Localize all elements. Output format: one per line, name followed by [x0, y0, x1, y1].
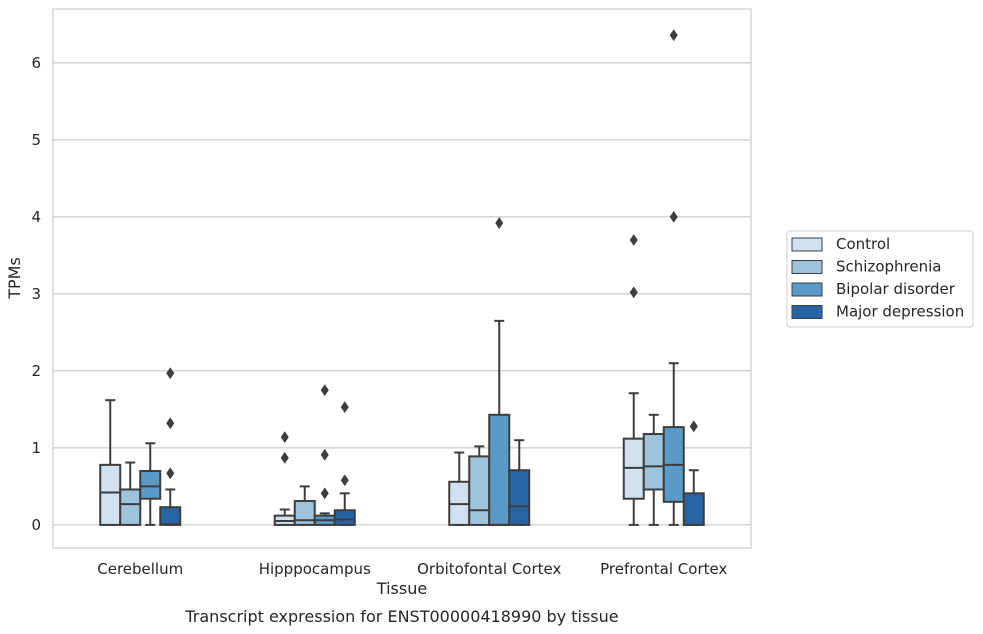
outlier-point	[669, 29, 678, 42]
box-group	[119, 461, 142, 526]
box-iqr	[508, 469, 531, 526]
y-tick-labels: 0 1 2 3 4 5 6	[31, 54, 41, 534]
box-group	[682, 420, 705, 526]
box-group	[159, 367, 182, 526]
x-tick-label: Orbitofontal Cortex	[417, 560, 561, 578]
y-tick-label: 6	[31, 54, 41, 72]
legend-frame	[786, 230, 974, 328]
outlier-point	[689, 420, 698, 433]
box-iqr	[293, 500, 316, 526]
box-group	[333, 401, 356, 526]
y-axis-title: TPMs	[5, 257, 24, 300]
legend-swatch	[791, 305, 823, 319]
outlier-point	[629, 234, 638, 246]
box-group	[642, 413, 665, 526]
outlier-point	[320, 448, 329, 461]
box-group	[99, 399, 122, 526]
outlier-point	[166, 367, 175, 380]
outlier-point	[320, 384, 329, 397]
y-tick-label: 5	[31, 131, 41, 149]
box-iqr	[642, 433, 665, 491]
box-group	[508, 439, 531, 526]
outlier-point	[340, 401, 349, 413]
outlier-point	[495, 217, 504, 229]
x-tick-label: Cerebellum	[97, 560, 183, 578]
box-group	[468, 445, 491, 526]
box-group	[662, 29, 685, 526]
y-tick-label: 4	[31, 208, 41, 226]
outlier-point	[340, 474, 349, 487]
y-tick-label: 3	[31, 285, 41, 303]
outlier-point	[166, 467, 175, 480]
x-axis-title: Tissue	[376, 579, 427, 598]
box-iqr	[139, 470, 162, 500]
legend: Control Schizophrenia Bipolar disorder Majo…	[786, 230, 974, 328]
box-iqr	[99, 463, 122, 526]
x-tick-labels: Cerebellum Hipppocampus Orbitofontal Corte…	[97, 560, 727, 578]
legend-swatch	[791, 237, 823, 252]
legend-swatch	[791, 260, 823, 274]
box-group	[313, 384, 336, 526]
box-iqr	[333, 509, 356, 526]
box-iqr	[159, 506, 182, 526]
y-tick-label: 0	[31, 516, 41, 534]
box-iqr	[468, 455, 491, 526]
outlier-point	[280, 452, 289, 464]
legend-label: Control	[836, 235, 890, 253]
legend-label: Schizophrenia	[836, 258, 941, 276]
y-tick-label: 2	[31, 362, 41, 380]
y-tick-label: 1	[31, 439, 41, 457]
box-iqr	[488, 413, 511, 526]
box-group	[622, 234, 645, 526]
outlier-point	[280, 431, 289, 444]
outlier-point	[320, 487, 329, 500]
legend-label: Bipolar disorder	[836, 280, 956, 298]
outlier-point	[166, 417, 175, 430]
chart-caption: Transcript expression for ENST0000041899…	[184, 607, 618, 626]
box-group	[139, 442, 162, 526]
boxes	[99, 29, 705, 526]
outlier-point	[669, 211, 678, 223]
x-tick-label: Prefrontal Cortex	[600, 560, 727, 578]
outlier-point	[629, 286, 638, 299]
legend-label: Major depression	[836, 303, 964, 321]
box-iqr	[119, 488, 142, 526]
box-group	[273, 431, 296, 526]
plot-frame	[52, 8, 752, 549]
box-group	[293, 485, 316, 526]
legend-swatch	[791, 282, 823, 297]
box-iqr	[682, 492, 705, 526]
x-tick-label: Hipppocampus	[259, 560, 371, 578]
